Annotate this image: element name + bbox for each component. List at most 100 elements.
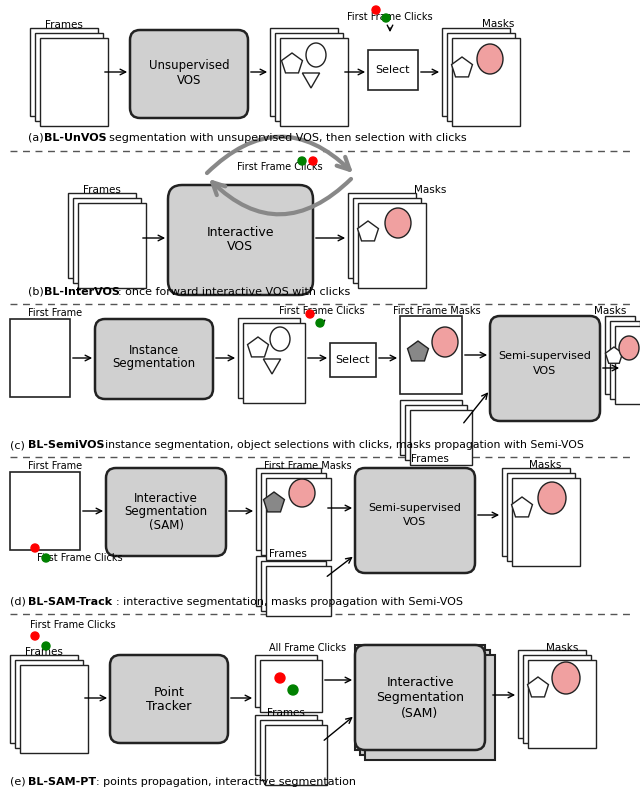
Text: (a): (a) bbox=[28, 133, 47, 143]
Bar bbox=[256, 556, 321, 606]
Circle shape bbox=[372, 6, 380, 14]
Bar bbox=[360, 650, 490, 755]
Text: First Frame Clicks: First Frame Clicks bbox=[347, 12, 433, 22]
Ellipse shape bbox=[619, 336, 639, 360]
Bar bbox=[78, 203, 146, 288]
Text: Tracker: Tracker bbox=[147, 701, 192, 713]
Text: Instance: Instance bbox=[129, 343, 179, 357]
Circle shape bbox=[309, 157, 317, 165]
Text: Semi-supervised: Semi-supervised bbox=[499, 351, 591, 361]
Bar bbox=[528, 660, 596, 748]
Bar bbox=[255, 655, 317, 707]
Text: BL-UnVOS: BL-UnVOS bbox=[44, 133, 107, 143]
Ellipse shape bbox=[306, 43, 326, 67]
Polygon shape bbox=[527, 677, 548, 697]
Text: (SAM): (SAM) bbox=[401, 706, 438, 720]
Text: Frames: Frames bbox=[269, 549, 307, 559]
Text: BL-SemiVOS: BL-SemiVOS bbox=[28, 440, 104, 450]
Bar bbox=[502, 468, 570, 556]
Text: Segmentation: Segmentation bbox=[113, 358, 196, 370]
Text: First Frame: First Frame bbox=[28, 461, 82, 471]
Bar bbox=[10, 472, 80, 550]
Bar bbox=[400, 316, 462, 394]
Text: : instance segmentation, object selections with clicks, masks propagation with S: : instance segmentation, object selectio… bbox=[98, 440, 584, 450]
Text: Interactive: Interactive bbox=[206, 226, 274, 239]
Bar bbox=[365, 655, 495, 760]
Bar bbox=[270, 28, 338, 116]
Bar bbox=[348, 193, 416, 278]
Circle shape bbox=[316, 319, 324, 327]
Circle shape bbox=[31, 544, 39, 552]
Text: Frames: Frames bbox=[45, 20, 83, 30]
Ellipse shape bbox=[432, 327, 458, 357]
Text: (b): (b) bbox=[28, 287, 47, 297]
FancyBboxPatch shape bbox=[110, 655, 228, 743]
Text: (e): (e) bbox=[10, 777, 29, 787]
FancyBboxPatch shape bbox=[355, 645, 485, 750]
Bar bbox=[400, 400, 462, 455]
Bar bbox=[275, 33, 343, 121]
Circle shape bbox=[42, 642, 50, 650]
Bar bbox=[261, 473, 326, 555]
Ellipse shape bbox=[477, 44, 503, 74]
Bar bbox=[30, 28, 98, 116]
Polygon shape bbox=[452, 57, 472, 77]
Circle shape bbox=[42, 554, 50, 562]
Text: VOS: VOS bbox=[533, 366, 557, 376]
Text: Masks: Masks bbox=[546, 643, 578, 653]
Text: Frames: Frames bbox=[267, 708, 305, 718]
Bar bbox=[353, 198, 421, 283]
Bar bbox=[512, 478, 580, 566]
FancyBboxPatch shape bbox=[168, 185, 313, 295]
Text: Interactive: Interactive bbox=[387, 677, 454, 689]
Polygon shape bbox=[263, 359, 281, 374]
Bar bbox=[260, 720, 322, 780]
Text: Frames: Frames bbox=[411, 454, 449, 464]
Bar bbox=[610, 321, 640, 399]
Text: BL-SAM-Track: BL-SAM-Track bbox=[28, 597, 112, 607]
Bar bbox=[615, 326, 640, 404]
Bar bbox=[255, 715, 317, 775]
Text: (d): (d) bbox=[10, 597, 29, 607]
Bar bbox=[68, 193, 136, 278]
Text: Masks: Masks bbox=[594, 306, 626, 316]
Text: First Frame Masks: First Frame Masks bbox=[393, 306, 481, 316]
Polygon shape bbox=[248, 337, 268, 357]
Text: Semi-supervised: Semi-supervised bbox=[369, 503, 461, 513]
Bar bbox=[260, 660, 322, 712]
Ellipse shape bbox=[538, 482, 566, 514]
Polygon shape bbox=[605, 347, 623, 363]
Bar bbox=[368, 50, 418, 90]
Polygon shape bbox=[302, 73, 319, 88]
Bar bbox=[261, 561, 326, 611]
Text: Unsupervised: Unsupervised bbox=[148, 60, 229, 73]
Text: BL-InterVOS: BL-InterVOS bbox=[44, 287, 120, 297]
Bar bbox=[330, 343, 376, 377]
Text: VOS: VOS bbox=[403, 517, 427, 527]
Text: First Frame Clicks: First Frame Clicks bbox=[279, 306, 365, 316]
Text: Segmentation: Segmentation bbox=[376, 692, 464, 705]
Circle shape bbox=[288, 685, 298, 695]
Text: First Frame: First Frame bbox=[28, 308, 82, 318]
Bar bbox=[10, 655, 78, 743]
Text: Segmentation: Segmentation bbox=[124, 505, 207, 519]
Bar bbox=[40, 38, 108, 126]
Bar bbox=[266, 566, 331, 616]
Ellipse shape bbox=[270, 327, 290, 351]
Polygon shape bbox=[408, 341, 428, 361]
Bar bbox=[507, 473, 575, 561]
Ellipse shape bbox=[552, 662, 580, 694]
Bar bbox=[523, 655, 591, 743]
Text: (c): (c) bbox=[10, 440, 28, 450]
Ellipse shape bbox=[289, 479, 315, 507]
Circle shape bbox=[382, 14, 390, 22]
FancyBboxPatch shape bbox=[95, 319, 213, 399]
Bar bbox=[355, 645, 485, 750]
Text: Frames: Frames bbox=[25, 647, 63, 657]
Polygon shape bbox=[264, 492, 284, 512]
Text: Point: Point bbox=[154, 685, 184, 698]
Text: VOS: VOS bbox=[177, 73, 201, 86]
Bar bbox=[20, 665, 88, 753]
Bar bbox=[266, 478, 331, 560]
Text: Select: Select bbox=[336, 355, 371, 365]
